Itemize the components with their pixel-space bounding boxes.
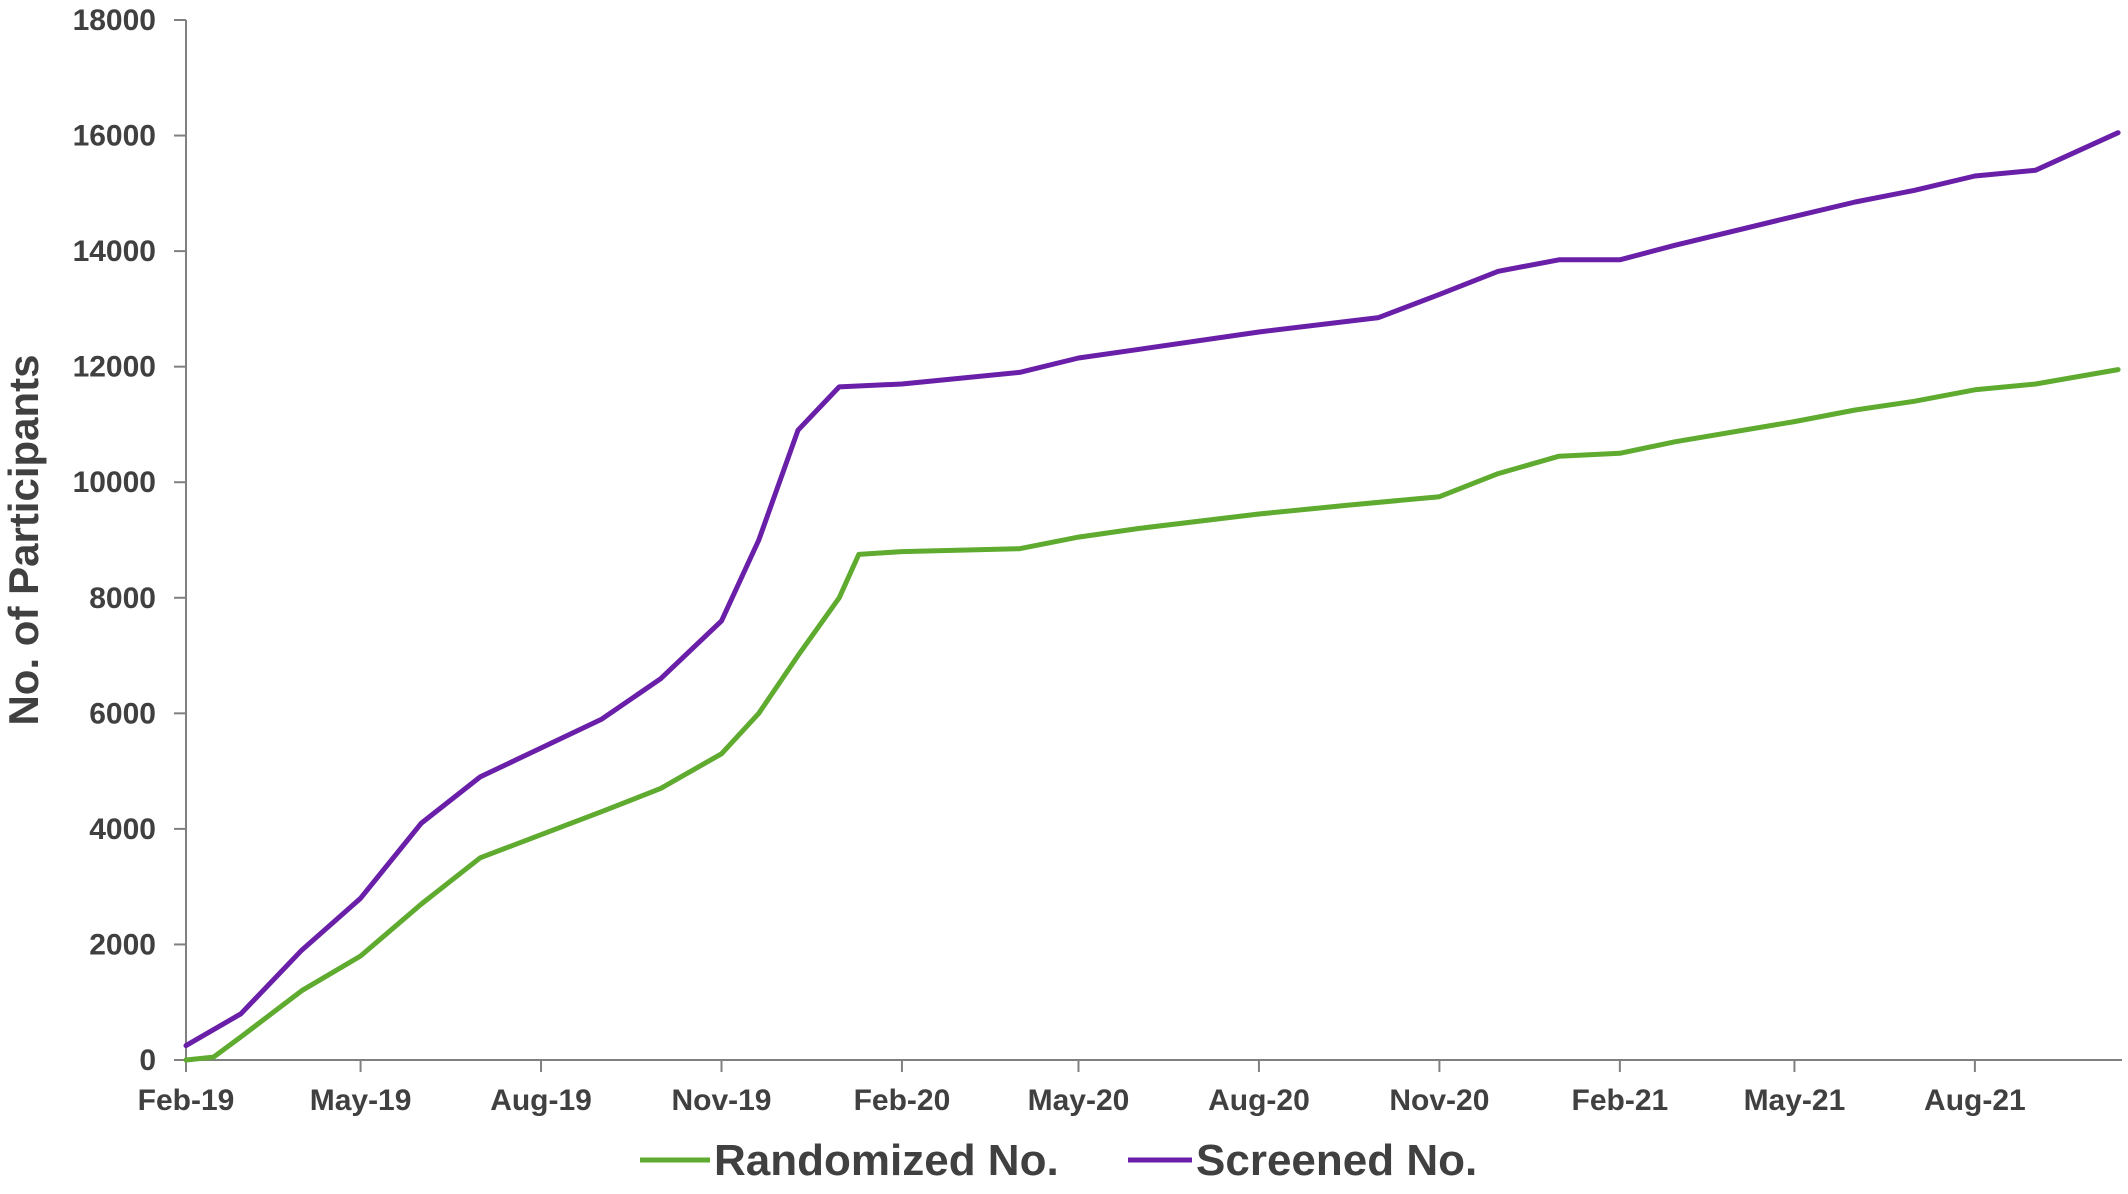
legend: Randomized No. Screened No.	[640, 1136, 1477, 1185]
x-tick-label: Nov-19	[671, 1084, 771, 1117]
x-tick-label: May-19	[310, 1084, 412, 1117]
x-tick-label: Aug-21	[1924, 1084, 2026, 1117]
y-tick-label: 18000	[73, 4, 156, 37]
x-tick-label: May-20	[1028, 1084, 1130, 1117]
x-tick-label: Feb-20	[854, 1084, 951, 1117]
x-axis-ticks: Feb-19 May-19 Aug-19 Nov-19 Feb-20 May-20 Aug-…	[138, 1060, 2026, 1117]
y-tick-label: 10000	[73, 466, 156, 499]
x-tick-label: Aug-19	[490, 1084, 592, 1117]
x-tick-label: Feb-21	[1572, 1084, 1669, 1117]
series-line-randomized	[183, 367, 2121, 1063]
y-tick-label: 8000	[89, 582, 156, 615]
y-tick-label: 4000	[89, 813, 156, 846]
legend-label-randomized: Randomized No.	[714, 1136, 1059, 1185]
y-tick-label: 16000	[73, 120, 156, 153]
x-tick-label: Aug-20	[1208, 1084, 1310, 1117]
y-axis-ticks: 0 2000 4000 6000 8000 10000 12000 14000 16000 180…	[73, 4, 186, 1077]
y-tick-label: 0	[139, 1044, 156, 1077]
y-axis-title: No. of Participants	[0, 354, 47, 725]
y-tick-label: 6000	[89, 697, 156, 730]
legend-label-screened: Screened No.	[1196, 1136, 1477, 1185]
x-tick-label: May-21	[1744, 1084, 1846, 1117]
series-line-screened	[183, 130, 2121, 1049]
series-layer	[183, 130, 2121, 1063]
x-tick-label: Feb-19	[138, 1084, 235, 1117]
y-axis-title-group: No. of Participants	[0, 354, 47, 725]
y-tick-label: 12000	[73, 351, 156, 384]
x-tick-label: Nov-20	[1389, 1084, 1489, 1117]
y-tick-label: 2000	[89, 928, 156, 961]
y-tick-label: 14000	[73, 235, 156, 268]
